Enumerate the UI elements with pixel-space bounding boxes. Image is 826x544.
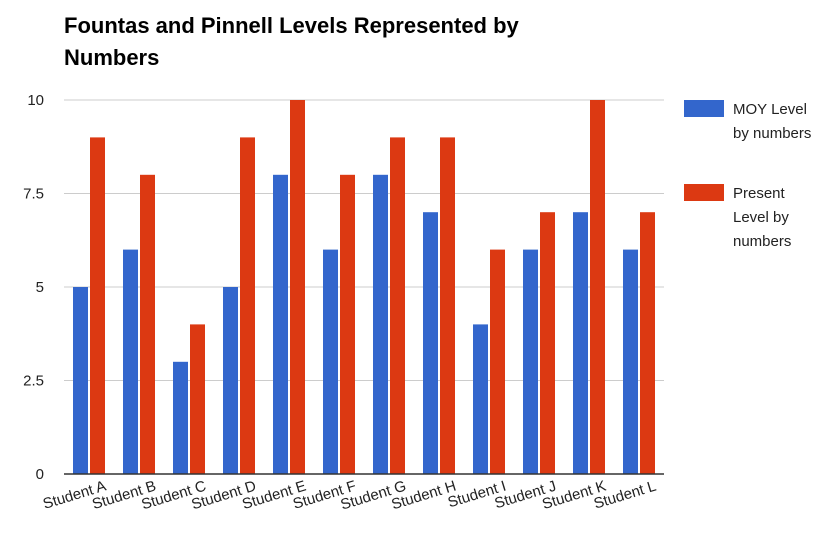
y-tick-label: 7.5 bbox=[23, 186, 44, 203]
gridlines bbox=[64, 99, 664, 381]
bar-moy-level bbox=[473, 324, 488, 474]
y-tick-label: 5 bbox=[36, 279, 44, 296]
bar-moy-level bbox=[223, 287, 238, 474]
bar-moy-level bbox=[573, 212, 588, 474]
y-tick-label: 10 bbox=[27, 92, 44, 109]
bar-present-level bbox=[490, 249, 505, 474]
y-tick-label: 2.5 bbox=[23, 373, 44, 390]
chart-title-line-2: Numbers bbox=[64, 45, 159, 70]
bar-moy-level bbox=[123, 249, 138, 474]
bar-moy-level bbox=[323, 249, 338, 474]
bar-present-level bbox=[640, 212, 655, 474]
legend-swatch bbox=[684, 100, 724, 117]
bar-present-level bbox=[140, 174, 155, 475]
bar-present-level bbox=[90, 137, 105, 474]
y-tick-label: 0 bbox=[36, 466, 44, 483]
bar-present-level bbox=[540, 212, 555, 474]
legend: MOY Level by numbers Present Level by number… bbox=[684, 100, 811, 250]
y-axis-ticks: 0 2.5 5 7.5 10 bbox=[23, 92, 44, 483]
bar-moy-level bbox=[623, 249, 638, 474]
bar-present-level bbox=[440, 137, 455, 474]
chart-title-group: Fountas and Pinnell Levels Represented b… bbox=[64, 13, 520, 70]
bar-present-level bbox=[590, 100, 605, 474]
bar-present-level bbox=[190, 324, 205, 474]
legend-item: Present Level by numbers bbox=[684, 184, 791, 250]
bars bbox=[73, 100, 655, 475]
bar-present-level bbox=[340, 174, 355, 475]
legend-swatch bbox=[684, 184, 724, 201]
legend-label: Present Level by numbers bbox=[733, 185, 791, 250]
bar-moy-level bbox=[173, 361, 188, 474]
bar-present-level bbox=[240, 137, 255, 474]
bar-moy-level bbox=[523, 249, 538, 474]
bar-moy-level bbox=[373, 174, 388, 475]
legend-label: MOY Level by numbers bbox=[733, 101, 811, 142]
bar-moy-level bbox=[423, 212, 438, 474]
bar-present-level bbox=[290, 100, 305, 474]
legend-item: MOY Level by numbers bbox=[684, 100, 811, 142]
chart-title-line-1: Fountas and Pinnell Levels Represented b… bbox=[64, 13, 520, 38]
bar-moy-level bbox=[73, 287, 88, 474]
bar-present-level bbox=[390, 137, 405, 474]
bar-moy-level bbox=[273, 174, 288, 475]
